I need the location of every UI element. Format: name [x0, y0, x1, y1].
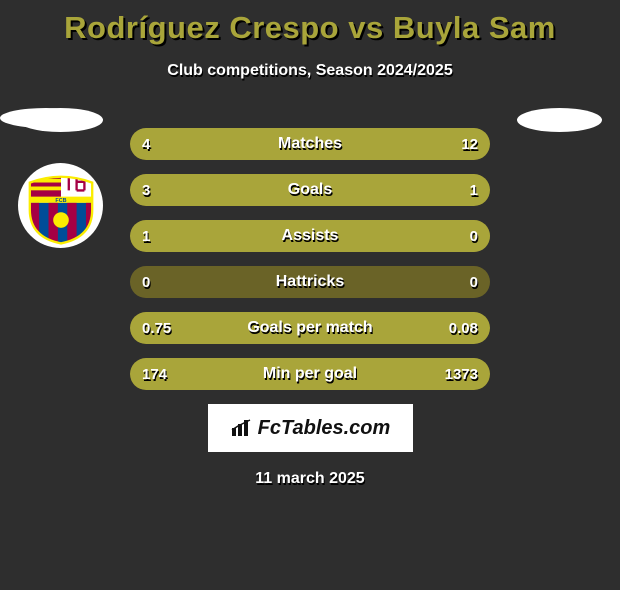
comparison-bars: Matches412Goals31Assists10Hattricks00Goa… [130, 128, 490, 390]
bar-label: Goals [130, 174, 490, 206]
bar-value-left: 0 [142, 266, 150, 298]
bar-label: Min per goal [130, 358, 490, 390]
bar-value-right: 1373 [445, 358, 478, 390]
bar-value-left: 174 [142, 358, 167, 390]
bar-label: Goals per match [130, 312, 490, 344]
bar-row: Matches4 12 [130, 128, 490, 160]
player-right-photo [517, 108, 602, 132]
bar-value-left: 1 [142, 220, 150, 252]
club-left-badge: FCB [18, 163, 103, 248]
bar-value-right: 0 [470, 266, 478, 298]
bar-row: Assists1 0 [130, 220, 490, 252]
bar-row: Min per goal174 1373 [130, 358, 490, 390]
bar-value-left: 3 [142, 174, 150, 206]
bar-value-right: 12 [461, 128, 478, 160]
brand-box: FcTables.com [208, 404, 413, 452]
bar-row: Goals3 1 [130, 174, 490, 206]
bar-value-left: 0.75 [142, 312, 171, 344]
bar-label: Hattricks [130, 266, 490, 298]
bar-value-right: 0 [470, 220, 478, 252]
player-left-photo [18, 108, 103, 132]
brand-logo: FcTables.com [230, 417, 391, 440]
bar-row: Goals per match0.75 0.08 [130, 312, 490, 344]
page-title: Rodríguez Crespo vs Buyla Sam [0, 10, 620, 46]
page-subtitle: Club competitions, Season 2024/2025 [0, 62, 620, 80]
bars-icon [230, 418, 256, 438]
bar-label: Assists [130, 220, 490, 252]
brand-text: FcTables.com [258, 417, 391, 440]
bar-value-right: 1 [470, 174, 478, 206]
bar-label: Matches [130, 128, 490, 160]
bar-row: Hattricks0 0 [130, 266, 490, 298]
fcb-badge-icon: FCB [18, 163, 103, 248]
bar-value-left: 4 [142, 128, 150, 160]
bar-value-right: 0.08 [449, 312, 478, 344]
date-text: 11 march 2025 [0, 470, 620, 488]
comparison-area: FCB Matches412Goals31Assists10Hattricks0… [0, 108, 620, 390]
